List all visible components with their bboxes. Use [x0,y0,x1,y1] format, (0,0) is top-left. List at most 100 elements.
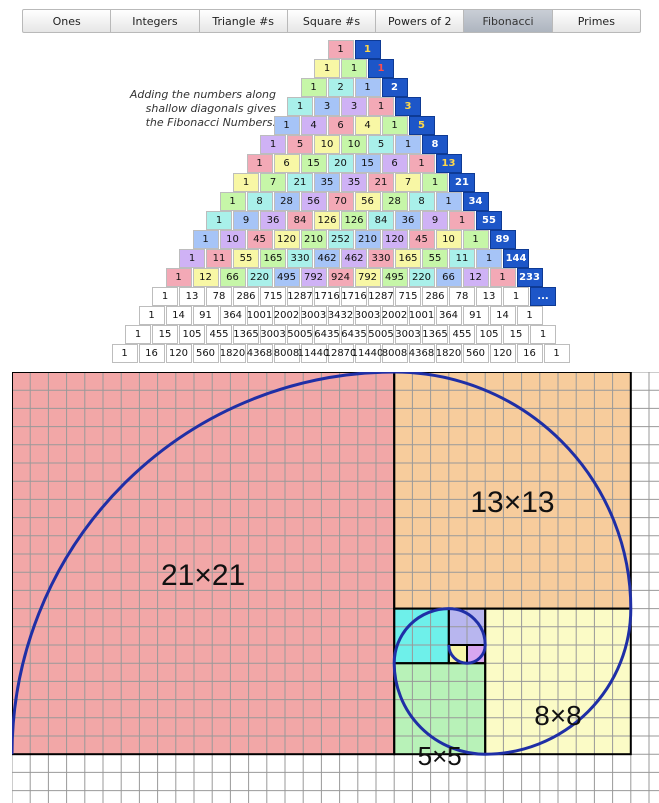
triangle-cell: 1 [179,249,205,268]
triangle-cell: 120 [381,230,408,249]
fibonacci-sum-cell: 5 [408,116,435,135]
triangle-cell: 55 [422,249,448,268]
triangle-cell: 45 [408,230,435,249]
triangle-cell: 10 [314,135,340,154]
triangle-cell: 1365 [233,325,259,344]
tab-triangle-s[interactable]: Triangle #s [200,10,288,32]
triangle-cell: 35 [314,173,340,192]
sequence-tab-bar: Ones Integers Triangle #s Square #s Powers o… [22,9,641,33]
triangle-cell: 1 [233,173,259,192]
triangle-cell: 1 [449,211,475,230]
triangle-row: 1 8 28 56 70 56 28 8 1 34 [219,192,490,211]
triangle-cell: 1 [300,78,327,97]
triangle-cell: 14 [165,306,192,325]
triangle-cell: 4 [354,116,381,135]
square-5 [394,663,486,755]
spiral-svg: 21×21 13×13 8×8 5×5 [12,372,659,803]
triangle-row: 1 16 120 560 1820 4368 8008 11440 12870 11440 8008… [111,344,571,363]
triangle-cell: 286 [233,287,259,306]
triangle-cell: 105 [179,325,205,344]
triangle-cell: 36 [260,211,286,230]
triangle-cell: 66 [435,268,462,287]
triangle-cell: 924 [327,268,354,287]
triangle-cell: 792 [300,268,327,287]
triangle-cell: 120 [489,344,516,363]
caption-line-2: shallow diagonals gives [145,102,276,115]
triangle-cell: 1 [354,78,381,97]
triangle-cell: 70 [327,192,354,211]
triangle-cell: 455 [449,325,475,344]
triangle-cell: 8 [408,192,435,211]
triangle-cell: 1001 [246,306,273,325]
fibonacci-sum-cell: 1 [368,59,394,78]
triangle-cell: 10 [341,135,367,154]
triangle-cell: 1 [287,97,313,116]
triangle-cell: 20 [327,154,354,173]
triangle-cell: 1365 [422,325,448,344]
triangle-cell: 78 [449,287,475,306]
triangle-cell: 1 [260,135,286,154]
triangle-row: 1 13 78 286 715 1287 1716 1716 1287 715 286 78 13 1..… [152,287,557,306]
triangle-cell: 1 [219,192,246,211]
triangle-cell: 5005 [368,325,394,344]
triangle-cell: 1 [489,268,516,287]
triangle-cell: 1 [381,116,408,135]
triangle-cell: 1 [152,287,178,306]
fibonacci-sum-cell: 21 [449,173,475,192]
triangle-cell: 1 [138,306,165,325]
triangle-cell: 1 [314,59,340,78]
triangle-cell: 5 [368,135,394,154]
tab-primes[interactable]: Primes [577,14,615,28]
triangle-cell: 6435 [341,325,367,344]
triangle-row: 1 11 55 165 330 462 462 330 165 55 11 1 144 [179,249,530,268]
triangle-cell: 78 [206,287,232,306]
triangle-cell: 16 [516,344,543,363]
triangle-cell: 1287 [287,287,313,306]
triangle-cell: 1 [516,306,543,325]
triangle-row: 1 5 10 10 5 1 8 [260,135,449,154]
triangle-cell: 364 [435,306,462,325]
triangle-cell: 11440 [298,344,329,363]
triangle-cell: 8008 [381,344,408,363]
spiral-label: 21×21 [161,559,245,592]
triangle-cell: 6 [327,116,354,135]
triangle-cell: 15 [300,154,327,173]
tab-fibonacci[interactable]: Fibonacci [464,10,553,32]
diagonal-caption: Adding the numbers along shallow diagona… [96,88,276,130]
triangle-cell: 1 [422,173,448,192]
triangle-cell: 2002 [273,306,300,325]
tab-integers[interactable]: Integers [111,10,200,32]
tab-square-s[interactable]: Square #s [288,10,377,32]
fibonacci-sum-cell: ... [530,287,556,306]
fibonacci-spiral-diagram: 21×21 13×13 8×8 5×5 [12,372,659,803]
triangle-cell: 16 [138,344,165,363]
triangle-cell: 715 [395,287,421,306]
triangle-cell: 120 [273,230,300,249]
triangle-cell: 10 [435,230,462,249]
tab-powers-of-2[interactable]: Powers of 2 [376,10,465,32]
triangle-cell: 11 [449,249,475,268]
triangle-cell: 1 [476,249,502,268]
triangle-cell: 28 [381,192,408,211]
triangle-cell: 560 [192,344,219,363]
tab-ones[interactable]: Ones [23,10,112,32]
triangle-cell: 220 [408,268,435,287]
triangle-cell: 8008 [273,344,300,363]
triangle-cell: 210 [300,230,327,249]
triangle-cell: 495 [381,268,408,287]
fibonacci-sum-cell: 13 [435,154,462,173]
triangle-cell: 5 [287,135,313,154]
triangle-cell: 1 [435,192,462,211]
triangle-cell: 12 [192,268,219,287]
triangle-cell: 4 [300,116,327,135]
triangle-cell: 15 [503,325,529,344]
triangle-row: 1 7 21 35 35 21 7 1 21 [233,173,476,192]
triangle-cell: 55 [233,249,259,268]
fibonacci-sum-cell: 233 [516,268,543,287]
triangle-cell: 1 [111,344,138,363]
triangle-cell: 56 [354,192,381,211]
triangle-cell: 792 [354,268,381,287]
triangle-cell: 1820 [219,344,246,363]
triangle-cell: 1 [273,116,300,135]
